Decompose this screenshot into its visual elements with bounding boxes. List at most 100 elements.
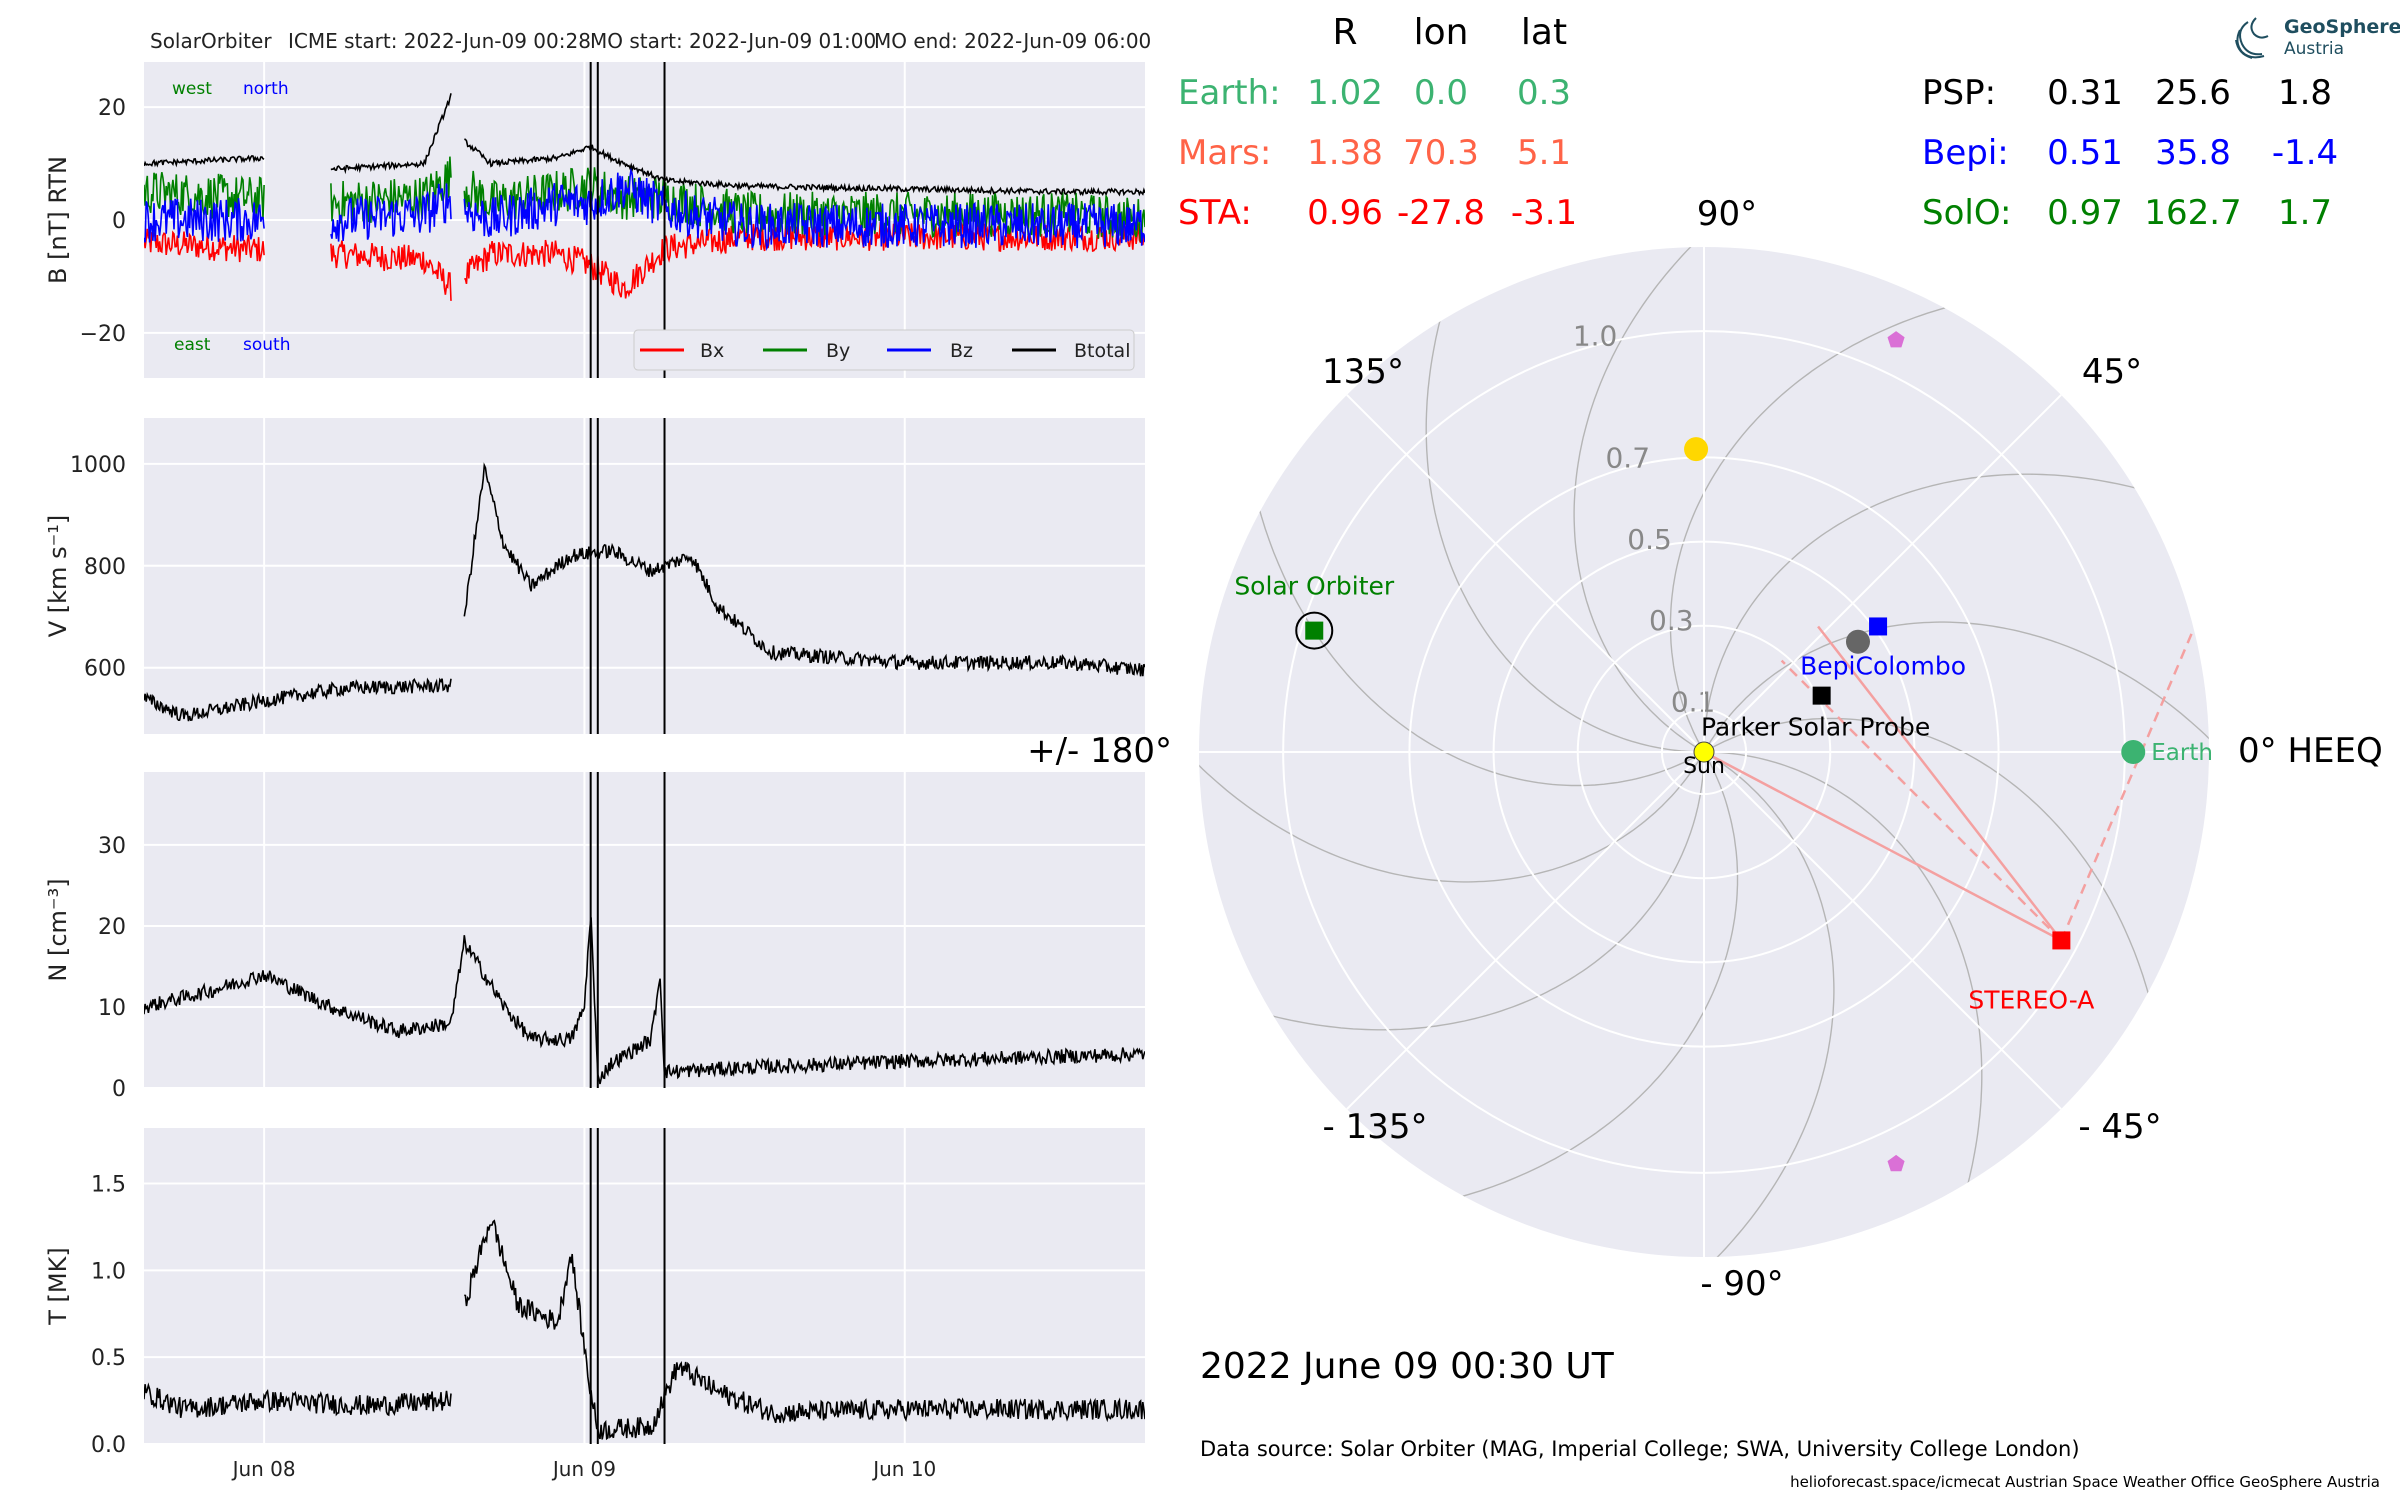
sta-line-to-bepi: [1817, 625, 2063, 942]
parker-spiral-line: [1246, 451, 1705, 787]
angle-spoke: [1703, 394, 2062, 753]
angle-label: 90°: [1697, 194, 1757, 234]
header-mo-end: MO end: 2022-Jun-09 06:00: [874, 29, 1151, 53]
table-row-name: PSP:: [1922, 73, 1996, 113]
logo-swirl-icon: [2235, 17, 2269, 59]
table-cell-lon: 70.3: [1403, 133, 1479, 173]
sun-label: Sun: [1683, 754, 1725, 779]
table-cell-lat: 1.7: [2278, 193, 2332, 233]
earth-marker: [2121, 740, 2146, 764]
parker-spiral-line: [1199, 719, 1705, 883]
parker-spiral-line: [1425, 262, 1704, 753]
y-tick-label: 1.5: [91, 1173, 126, 1198]
geosphere-logo: GeoSphere Austria: [2235, 16, 2400, 59]
angle-spoke: [1346, 751, 1705, 1110]
col-header-lat: lat: [1521, 12, 1567, 53]
radial-label: 0.1: [1671, 685, 1716, 718]
table-cell-lon: -27.8: [1397, 193, 1485, 233]
table-row-name: Bepi:: [1922, 133, 2009, 173]
sta-dashed-line: [1780, 659, 2063, 942]
y-tick-label: 0.0: [91, 1433, 126, 1458]
label-west: west: [172, 79, 212, 99]
stereo-alabel: STEREO-A: [1968, 985, 2094, 1014]
angle-label: - 45°: [2078, 1107, 2161, 1147]
footer-text: helioforecast.space/icmecat Austrian Spa…: [1790, 1473, 2380, 1491]
panel-background: [144, 1128, 1145, 1444]
parker-spiral-line: [1573, 247, 1737, 753]
angle-label: +/- 180°: [1027, 731, 1172, 771]
parker-spiral-line: [1703, 717, 2162, 1053]
panel-temperature: 1.5 1.0 0.5 0.0 T [MK] Jun 08 Jun 09 Jun 10: [44, 1128, 1145, 1481]
series-line-bz: [144, 168, 1145, 252]
table-cell-lon: 0.0: [1414, 73, 1468, 113]
parker-solar-probelabel: Parker Solar Probe: [1701, 713, 1930, 742]
grey-dot-marker: [1845, 629, 1870, 654]
table-cell-lon: 25.6: [2155, 73, 2231, 113]
table-cell-lat: 1.8: [2278, 73, 2332, 113]
table-row-name: Earth:: [1178, 73, 1281, 113]
table-row-name: SolO:: [1922, 193, 2011, 233]
polar-position-plot: 0.1 0.3 0.5 0.7 1.0 90° 45° 0° HEEQ - 45° - 90° - …: [1027, 194, 2383, 1304]
event-header: SolarOrbiter ICME start: 2022-Jun-09 00:…: [150, 29, 1151, 53]
solar-orbiter-ring: [1295, 611, 1334, 650]
series-line-v: [144, 462, 1145, 722]
angle-spoke: [1703, 751, 2062, 1110]
radial-label: 0.7: [1605, 441, 1650, 474]
legend-label-bx: Bx: [700, 340, 724, 362]
sta-dashed-line-outer: [2060, 627, 2196, 941]
label-south: south: [243, 335, 290, 355]
y-tick-label: 600: [84, 657, 126, 682]
pentagon-marker: [1887, 1154, 1905, 1172]
header-spacecraft: SolarOrbiter: [150, 29, 272, 53]
table-cell-r: 0.96: [1307, 193, 1383, 233]
label-north: north: [243, 79, 289, 99]
time-series-panels: 20 0 −20 B [nT] RTN 1000 800 600 V [km s⁻¹] 30 20…: [44, 62, 1145, 1481]
legend-label-bz: Bz: [950, 340, 973, 362]
col-header-r: R: [1332, 12, 1357, 53]
date-text: 2022 June 09 00:30 UT: [1200, 1346, 1615, 1387]
y-tick-label: −20: [80, 322, 126, 347]
stereo-a-lines: [1703, 625, 2196, 942]
angle-spoke: [1346, 394, 1705, 753]
y-tick-label: 0: [112, 209, 126, 234]
table-row-name: Mars:: [1178, 133, 1271, 173]
series-line-bx: [144, 219, 1145, 301]
x-tick-label: Jun 10: [871, 1457, 936, 1481]
bepicolombomarker: [1869, 617, 1888, 636]
radial-label: 0.3: [1649, 604, 1694, 637]
y-tick-label: 0: [112, 1077, 126, 1102]
table-cell-lat: 5.1: [1517, 133, 1571, 173]
table-cell-lon: 162.7: [2144, 193, 2241, 233]
legend-box: [633, 329, 1135, 371]
table-cell-lat: -1.4: [2272, 133, 2338, 173]
series-line-n: [144, 917, 1145, 1085]
table-cell-r: 1.02: [1307, 73, 1383, 113]
angle-label: 0° HEEQ: [2238, 731, 2383, 771]
y-tick-label: 1.0: [91, 1259, 126, 1284]
pentagon-marker: [1887, 331, 1905, 348]
y-axis-label: V [km s⁻¹]: [44, 515, 72, 637]
earth-label: Earth: [2151, 740, 2213, 766]
parker-spiral-line: [1669, 294, 2005, 753]
legend-label-by: By: [826, 340, 850, 362]
panel-background: [144, 418, 1145, 734]
logo-text-line1: GeoSphere: [2284, 16, 2400, 38]
angle-label: 45°: [2082, 352, 2142, 392]
label-east: east: [174, 335, 211, 355]
y-axis-label: B [nT] RTN: [44, 156, 72, 284]
y-tick-label: 800: [84, 555, 126, 580]
parker-spiral-line: [1671, 751, 1835, 1257]
y-tick-label: 20: [98, 915, 126, 940]
parker-solar-probemarker: [1812, 686, 1831, 705]
table-cell-lat: 0.3: [1517, 73, 1571, 113]
logo-text-line2: Austria: [2284, 39, 2344, 59]
y-tick-label: 1000: [70, 453, 126, 478]
y-tick-label: 30: [98, 834, 126, 859]
table-cell-r: 0.31: [2047, 73, 2123, 113]
col-header-lon: lon: [1414, 12, 1469, 53]
parker-spiral-line: [1704, 751, 1983, 1242]
table-cell-lon: 35.8: [2155, 133, 2231, 173]
y-axis-label: T [MK]: [44, 1247, 72, 1325]
y-axis-label: N [cm⁻³]: [44, 878, 72, 981]
radial-label: 0.5: [1627, 523, 1672, 556]
